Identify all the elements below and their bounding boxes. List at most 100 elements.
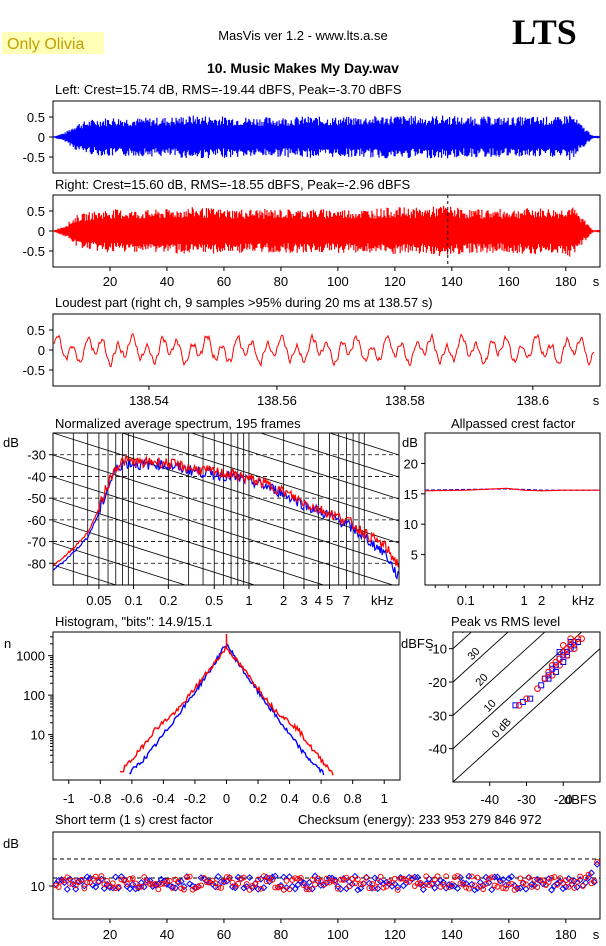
right-crest-point (255, 876, 262, 883)
right-crest-point (463, 884, 469, 891)
right-peak-rms-point (545, 668, 552, 676)
x-tick-label: 160 (498, 274, 520, 289)
slope-line (53, 542, 187, 585)
x-tick-label: 80 (274, 927, 288, 942)
right-crest-point (531, 876, 538, 883)
x-unit-label: s (593, 274, 600, 289)
right-crest-point (500, 885, 507, 892)
left-peak-rms-point (556, 649, 563, 655)
right-crest-point (551, 874, 558, 880)
right-crest-point (562, 877, 569, 884)
right-crest-point (144, 879, 150, 886)
right-crest-point (554, 881, 561, 888)
right-crest-point (238, 875, 244, 882)
right-crest-point (363, 874, 370, 881)
right-crest-point (594, 858, 601, 865)
right-crest-point (55, 884, 62, 890)
x-tick-label: 0.4 (281, 791, 299, 806)
right-crest-line (424, 487, 600, 492)
right-crest-point (141, 874, 148, 880)
x-tick-label: 0.8 (344, 791, 362, 806)
short-term-title: Short term (1 s) crest factor (55, 812, 214, 827)
y-tick-label: -0.5 (23, 363, 45, 378)
left-peak-rms-point (563, 649, 570, 655)
right-crest-point (112, 885, 119, 892)
left-crest-point (277, 881, 285, 890)
right-crest-point (517, 875, 524, 882)
right-crest-point (494, 883, 501, 890)
crest-line-label: 0 dB (490, 716, 514, 741)
x-tick-label: 60 (217, 927, 231, 942)
left-crest-point (260, 884, 268, 892)
x-tick-label: 120 (384, 274, 406, 289)
right-crest-point (289, 877, 296, 883)
right-crest-point (275, 884, 281, 891)
spectrum-frame (52, 432, 400, 586)
x-tick-label: -0.2 (184, 791, 206, 806)
right-crest-point (246, 886, 253, 893)
right-crest-point (303, 886, 310, 893)
left-peak-rms-point (567, 645, 574, 652)
left-crest-point (112, 873, 120, 881)
slope-line (53, 476, 395, 585)
right-crest-point (448, 881, 455, 887)
y-tick-label: 5 (411, 548, 418, 563)
right-spectrum-line (53, 454, 399, 568)
right-crest-point (235, 880, 242, 887)
right-crest-point (292, 875, 299, 882)
x-tick-label: 7 (343, 593, 350, 608)
right-peak-rms-point (548, 672, 556, 679)
right-crest-point (323, 875, 330, 882)
x-tick-label: 0.1 (457, 593, 475, 608)
y-tick-label: 0 (38, 130, 45, 145)
left-peak-rms-point (552, 669, 559, 675)
right-crest-point (420, 882, 427, 889)
left-peak-rms-point (519, 699, 526, 705)
right-crest-point (389, 879, 395, 886)
left-crest-point (83, 873, 91, 881)
right-crest-point (132, 880, 139, 887)
right-crest-point (508, 880, 515, 887)
right-crest-point (326, 879, 333, 886)
right-peak-rms-point (563, 645, 571, 652)
right-peak-rms-point (570, 638, 578, 646)
right-crest-point (403, 877, 410, 884)
left-crest-point (283, 884, 291, 892)
right-crest-point (346, 883, 353, 890)
x-tick-label: 2 (280, 593, 287, 608)
left-peak-rms-point (527, 695, 534, 702)
right-crest-point (78, 876, 85, 883)
right-crest-point (591, 877, 598, 884)
x-tick-label: 1 (381, 791, 388, 806)
right-crest-point (337, 876, 344, 883)
right-crest-point (67, 880, 73, 887)
right-crest-point (545, 879, 552, 885)
y-tick-label: 10 (31, 728, 45, 743)
right-crest-point (457, 880, 464, 887)
x-tick-label: -0.4 (152, 791, 174, 806)
crest-line-label: 30 (466, 646, 483, 663)
right-crest-point (84, 879, 91, 886)
right-crest-point (72, 882, 79, 889)
right-crest-point (64, 874, 71, 881)
right-histogram-line (119, 646, 334, 776)
y-tick-label: -80 (27, 556, 46, 571)
x-tick-label: 0.05 (86, 593, 111, 608)
short-term-ylabel: dB (3, 836, 19, 851)
logo: LTS (512, 12, 577, 52)
left-peak-rms-point (512, 702, 519, 709)
y-tick-label: -30 (428, 708, 447, 723)
right-crest-point (540, 877, 546, 884)
right-crest-point (240, 874, 247, 881)
left-crest-point (553, 879, 561, 887)
x-unit-label: s (593, 927, 600, 942)
right-crest-point (203, 879, 210, 886)
right-crest-point (315, 875, 321, 882)
right-peak-rms-point (578, 635, 585, 642)
checksum-label: Checksum (energy): 233 953 279 846 972 (298, 812, 542, 827)
right-crest-point (332, 878, 338, 885)
right-crest-point (115, 883, 122, 890)
right-crest-point (306, 886, 313, 893)
peak-rms-ylabel: dBFS (401, 636, 434, 651)
